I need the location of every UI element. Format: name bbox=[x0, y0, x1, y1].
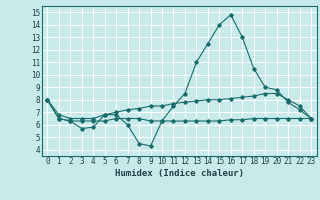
X-axis label: Humidex (Indice chaleur): Humidex (Indice chaleur) bbox=[115, 169, 244, 178]
